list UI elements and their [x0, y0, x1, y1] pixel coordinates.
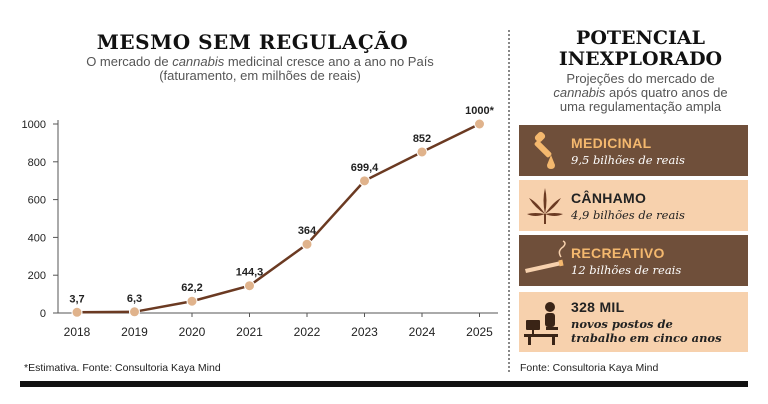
card-title: CÂNHAMO: [571, 189, 647, 206]
x-tick-label: 2019: [121, 325, 148, 339]
x-tick-label: 2021: [236, 325, 263, 339]
column-divider: [508, 30, 510, 372]
x-tick-label: 2025: [466, 325, 493, 339]
card-value: 12 bilhões de reais: [571, 262, 682, 277]
card-title: RECREATIVO: [571, 244, 665, 261]
y-tick-label: 400: [28, 232, 46, 244]
card-jobs: 328 MIL novos postos de trabalho em cinc…: [519, 292, 748, 352]
dropper-icon: [519, 125, 571, 176]
data-point: [186, 295, 198, 307]
x-tick-label: 2023: [351, 325, 378, 339]
data-label: 852: [413, 133, 431, 145]
chart-subtitle: O mercado de cannabis medicinal cresce a…: [86, 54, 434, 83]
worker-at-desk-icon: [519, 292, 571, 352]
data-label: 6,3: [127, 293, 142, 305]
card-recreativo: RECREATIVO 12 bilhões de reais: [519, 235, 748, 286]
data-label: 62,2: [181, 282, 202, 294]
data-label: 144,3: [236, 267, 264, 279]
x-tick-label: 2018: [64, 325, 91, 339]
data-label: 3,7: [69, 293, 84, 305]
card-value: novos postos de trabalho em cinco anos: [571, 317, 722, 345]
panel-footnote: Fonte: Consultoria Kaya Mind: [520, 362, 659, 374]
data-label: 364: [298, 225, 317, 237]
joint-icon: [519, 235, 571, 286]
chart-footnote: *Estimativa. Fonte: Consultoria Kaya Min…: [24, 362, 221, 374]
data-point: [359, 175, 370, 187]
x-tick-label: 2022: [294, 325, 321, 339]
data-point: [474, 118, 485, 130]
line-chart: 0 200 400 600 800 1000 2018 2019 2020 2021 2022 202…: [22, 105, 498, 339]
y-tick-label: 600: [28, 195, 46, 207]
y-tick-label: 1000: [22, 119, 46, 131]
card-value: 9,5 bilhões de reais: [571, 152, 685, 167]
card-value: 4,9 bilhões de reais: [571, 207, 685, 222]
data-point: [129, 306, 140, 318]
card-title: MEDICINAL: [571, 134, 652, 151]
data-point: [416, 146, 428, 158]
cannabis-leaf-icon: [519, 180, 571, 231]
data-point: [301, 238, 313, 250]
y-tick-label: 0: [40, 308, 46, 320]
chart-title: MESMO SEM REGULAÇÃO: [96, 30, 409, 54]
data-point: [244, 280, 255, 292]
card-canhamo: CÂNHAMO 4,9 bilhões de reais: [519, 180, 748, 231]
card-title: 328 MIL: [571, 299, 625, 315]
data-point: [71, 306, 83, 318]
card-medicinal: MEDICINAL 9,5 bilhões de reais: [519, 125, 748, 176]
panel-subtitle: Projeções do mercado de cannabis após qu…: [553, 71, 728, 114]
series-line: [76, 122, 481, 314]
y-tick-label: 800: [28, 157, 46, 169]
x-tick-label: 2024: [409, 325, 436, 339]
data-label: 699,4: [351, 162, 379, 174]
panel-title: POTENCIAL INEXPLORADO: [558, 27, 723, 70]
x-tick-label: 2020: [179, 325, 206, 339]
data-label: 1000*: [465, 105, 494, 117]
y-tick-label: 200: [28, 270, 46, 282]
bottom-rule: [20, 381, 748, 387]
